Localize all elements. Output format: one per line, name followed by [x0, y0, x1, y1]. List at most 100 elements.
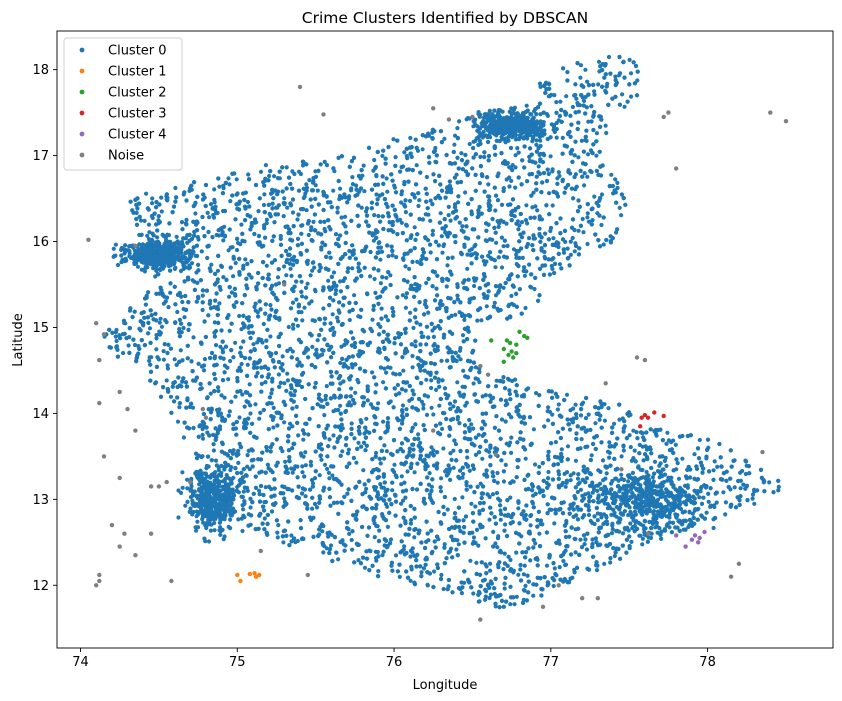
cluster-0-point	[146, 331, 151, 336]
cluster-0-point	[493, 601, 498, 606]
cluster-0-point	[415, 259, 420, 264]
cluster-0-point	[451, 404, 456, 409]
cluster-0-point	[288, 421, 293, 426]
cluster-0-point	[150, 201, 155, 206]
cluster-0-point	[451, 149, 456, 155]
cluster-0-point	[411, 325, 416, 330]
cluster-0-point	[516, 227, 521, 232]
cluster-0-point	[424, 280, 429, 286]
cluster-0-point	[220, 350, 225, 355]
cluster-0-point	[452, 496, 457, 502]
cluster-0-point	[714, 500, 719, 505]
cluster-0-point	[390, 178, 395, 183]
cluster-0-point	[442, 136, 447, 141]
cluster-0-point	[471, 381, 476, 386]
cluster-0-point	[410, 168, 415, 173]
cluster-0-point	[589, 222, 594, 227]
cluster-0-point	[319, 457, 324, 462]
cluster-0-point	[750, 496, 755, 501]
cluster-0-point	[576, 109, 582, 114]
cluster-0-point	[568, 576, 573, 581]
cluster-0-point	[460, 495, 465, 500]
cluster-0-point	[575, 476, 581, 481]
cluster-0-point	[744, 463, 749, 468]
cluster-0-point	[607, 440, 612, 445]
cluster-0-point	[482, 472, 487, 477]
cluster-0-point	[499, 235, 504, 240]
cluster-0-point	[444, 284, 449, 289]
cluster-0-point	[264, 217, 269, 222]
cluster-0-point	[568, 408, 573, 413]
cluster-0-point	[331, 270, 337, 275]
cluster-0-point	[515, 146, 520, 151]
cluster-0-point	[438, 489, 444, 494]
cluster-0-point	[256, 314, 261, 319]
cluster-0-point	[514, 594, 519, 599]
cluster-0-point	[184, 307, 189, 312]
cluster-0-point	[243, 206, 248, 211]
cluster-0-point	[429, 378, 434, 383]
cluster-0-point	[629, 539, 634, 545]
cluster-0-point	[182, 315, 187, 320]
cluster-0-point	[458, 179, 464, 185]
cluster-0-point	[578, 168, 583, 173]
cluster-0-point	[603, 72, 608, 77]
cluster-0-point	[261, 321, 266, 327]
cluster-0-point	[384, 449, 389, 454]
cluster-0-point	[270, 387, 275, 392]
cluster-0-point	[199, 249, 204, 254]
cluster-0-point	[257, 196, 262, 201]
cluster-0-point	[586, 508, 592, 513]
cluster-0-point	[330, 312, 335, 317]
cluster-0-point	[239, 361, 244, 367]
cluster-0-point	[590, 537, 595, 542]
cluster-0-point	[557, 565, 562, 570]
cluster-0-point	[381, 380, 386, 385]
cluster-0-point	[527, 262, 532, 267]
cluster-0-point	[528, 215, 533, 220]
cluster-0-point	[551, 583, 556, 589]
cluster-0-point	[526, 546, 531, 551]
cluster-0-point	[514, 383, 519, 388]
cluster-0-point	[350, 547, 355, 552]
cluster-0-point	[585, 174, 590, 179]
cluster-0-point	[255, 370, 260, 376]
cluster-0-point	[390, 452, 395, 457]
cluster-0-point	[192, 233, 197, 238]
cluster-0-point	[402, 544, 407, 549]
cluster-0-point	[321, 550, 326, 555]
cluster-0-point	[547, 191, 552, 196]
cluster-0-point	[501, 567, 506, 572]
cluster-0-point	[282, 528, 287, 533]
cluster-0-point	[212, 371, 217, 377]
cluster-0-point	[399, 474, 404, 479]
cluster-0-point	[352, 344, 357, 350]
cluster-0-point	[340, 538, 345, 543]
cluster-0-point	[508, 495, 513, 500]
cluster-0-point	[628, 71, 634, 76]
cluster-0-point	[237, 313, 242, 319]
cluster-0-point	[349, 537, 354, 543]
cluster-0-point	[437, 403, 442, 408]
cluster-0-point	[200, 436, 206, 441]
cluster-0-point	[173, 185, 178, 191]
cluster-0-point	[174, 234, 179, 239]
cluster-0-point	[213, 298, 218, 303]
cluster-0-point	[384, 176, 389, 181]
cluster-0-point	[465, 455, 470, 460]
cluster-0-point	[453, 442, 458, 447]
cluster-0-point	[415, 461, 420, 466]
cluster-0-point	[496, 224, 501, 229]
cluster-0-point	[491, 529, 496, 535]
cluster-0-point	[458, 357, 463, 362]
cluster-0-point	[495, 470, 500, 476]
cluster-0-point	[521, 587, 527, 593]
cluster-0-point	[312, 501, 318, 507]
cluster-0-point	[509, 293, 514, 298]
cluster-0-point	[189, 401, 194, 406]
cluster-0-point	[543, 231, 548, 236]
cluster-0-point	[221, 238, 226, 243]
cluster-0-point	[354, 460, 359, 465]
cluster-0-point	[492, 185, 497, 190]
cluster-0-point	[263, 176, 268, 181]
